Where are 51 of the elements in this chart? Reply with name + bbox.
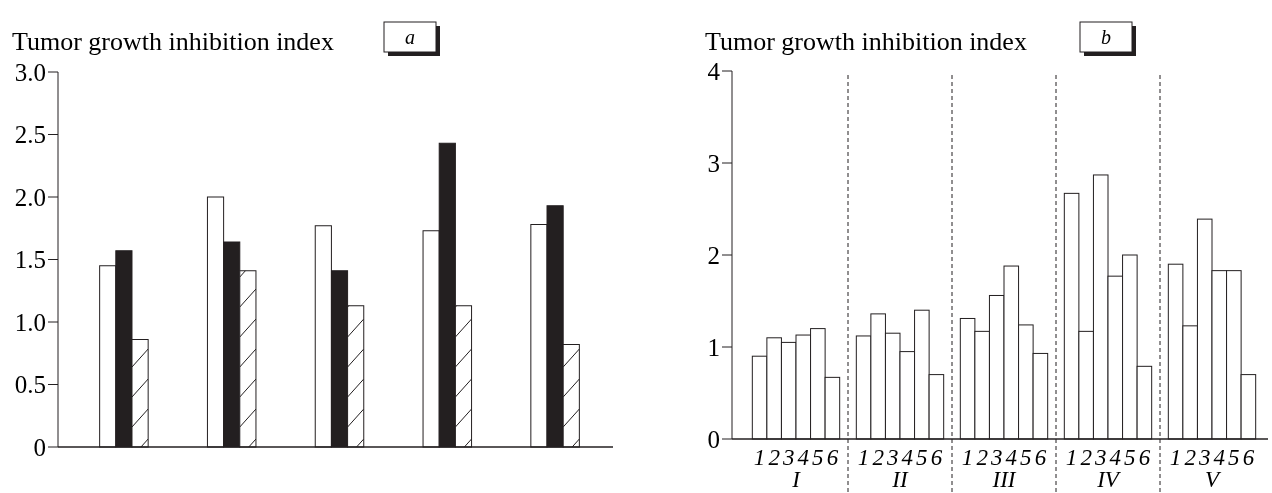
text: 2 xyxy=(1184,445,1196,470)
text: 4 xyxy=(901,445,914,470)
text: 1 xyxy=(857,445,870,470)
y-tick-label: 1 xyxy=(707,333,720,361)
text: 6 xyxy=(1242,445,1255,470)
x-tick-label: III xyxy=(991,467,1017,492)
series-label: 3 xyxy=(781,445,795,470)
text: 1 xyxy=(1169,445,1182,470)
text: 2 xyxy=(1080,445,1092,470)
text: 5 xyxy=(916,445,928,470)
text: 4 xyxy=(1109,445,1122,470)
text: 1 xyxy=(1065,445,1078,470)
text: 3 xyxy=(886,445,899,470)
series-label: 5 xyxy=(812,445,824,470)
y-tick-label: 2.0 xyxy=(14,183,46,211)
x-tick-label: II xyxy=(891,467,909,492)
x-tick-label: I xyxy=(791,467,802,492)
y-tick-label: 2 xyxy=(707,241,720,269)
y-tick-label: 1.5 xyxy=(14,246,46,274)
x-tick-label: IV xyxy=(1096,467,1122,492)
text: 5 xyxy=(1228,445,1240,470)
text: 6 xyxy=(930,445,943,470)
y-axis-title: Tumor growth inhibition index xyxy=(705,27,1027,56)
series-label: 2 xyxy=(768,445,780,470)
x-tick-label: V xyxy=(1204,467,1222,492)
text: 2 xyxy=(872,445,884,470)
y-axis-title: Tumor growth inhibition index xyxy=(12,27,334,56)
series-label: 6 xyxy=(826,445,839,470)
text: 6 xyxy=(1138,445,1151,470)
y-tick-label: 3.0 xyxy=(14,58,46,86)
text: 6 xyxy=(1034,445,1047,470)
y-tick-label: 4 xyxy=(707,57,721,85)
y-tick-label: 1.0 xyxy=(14,308,46,336)
text: 5 xyxy=(1020,445,1032,470)
text: 3 xyxy=(990,445,1003,470)
text: 1 xyxy=(961,445,974,470)
text: 5 xyxy=(1124,445,1136,470)
series-label: 4 xyxy=(797,445,810,470)
text: 3 xyxy=(1198,445,1211,470)
y-tick-label: 0 xyxy=(707,425,720,453)
text: 4 xyxy=(1005,445,1018,470)
text: 4 xyxy=(1213,445,1226,470)
y-tick-label: 0 xyxy=(33,433,46,461)
text: 3 xyxy=(1094,445,1107,470)
series-label: 1 xyxy=(753,445,766,470)
y-tick-label: 2.5 xyxy=(14,121,46,149)
y-tick-label: 0.5 xyxy=(14,371,46,399)
text: 2 xyxy=(976,445,988,470)
y-tick-label: 3 xyxy=(707,149,720,177)
chart-title: a xyxy=(405,26,415,48)
chart-title: b xyxy=(1101,26,1111,48)
